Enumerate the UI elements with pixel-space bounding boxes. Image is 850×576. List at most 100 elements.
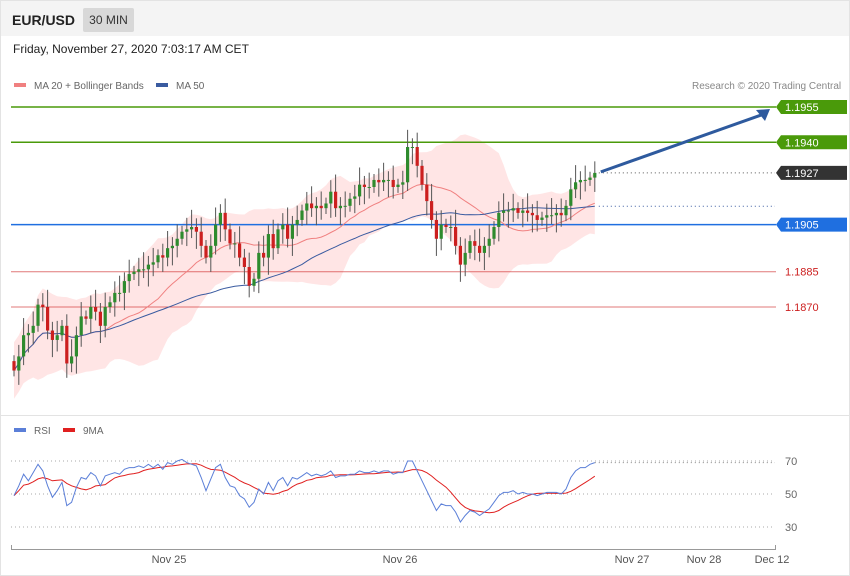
rsi-level-label-30: 30 bbox=[785, 522, 797, 534]
candle-body bbox=[233, 243, 237, 245]
candle-body bbox=[358, 184, 362, 197]
candle-body bbox=[89, 307, 93, 319]
rsi-swatch-icon bbox=[14, 428, 26, 433]
candle-body bbox=[305, 203, 309, 211]
research-credit: Research © 2020 Trading Central bbox=[692, 81, 842, 92]
candle-body bbox=[391, 179, 395, 187]
candle-body bbox=[468, 241, 472, 253]
level-label-1.1905: 1.1905 bbox=[785, 220, 819, 232]
candle-body bbox=[439, 224, 443, 239]
candle-body bbox=[31, 325, 35, 333]
candle-body bbox=[348, 198, 352, 206]
candle-body bbox=[324, 203, 328, 209]
candle-body bbox=[420, 165, 424, 185]
candle-body bbox=[401, 182, 405, 185]
candle-body bbox=[286, 224, 290, 239]
candle-body bbox=[382, 179, 386, 183]
x-tick-label: Nov 25 bbox=[152, 554, 187, 566]
candle-body bbox=[569, 189, 573, 206]
candle-body bbox=[540, 217, 544, 220]
candle-body bbox=[175, 238, 179, 246]
candle-body bbox=[463, 252, 467, 265]
legend-ma20-label: MA 20 + Bollinger Bands bbox=[34, 81, 144, 92]
candle-body bbox=[300, 210, 304, 220]
forecast-arrow-shaft bbox=[600, 112, 765, 174]
ma50-line bbox=[13, 205, 595, 371]
candle-body bbox=[353, 196, 357, 199]
x-tick-label: Dec 12 bbox=[755, 554, 790, 566]
candle-body bbox=[132, 271, 136, 275]
candle-body bbox=[170, 245, 174, 249]
candle-body bbox=[506, 210, 510, 212]
x-tick-label: Nov 26 bbox=[383, 554, 418, 566]
candle-body bbox=[554, 212, 558, 216]
candle-body bbox=[430, 201, 434, 220]
level-label-1.1870: 1.1870 bbox=[785, 302, 819, 314]
candle-body bbox=[295, 219, 299, 225]
candle-body bbox=[142, 269, 146, 271]
candle-body bbox=[113, 292, 117, 303]
candle-body bbox=[415, 147, 419, 166]
candle-body bbox=[588, 177, 592, 180]
candle-body bbox=[166, 248, 170, 258]
candle-body bbox=[578, 179, 582, 183]
legend-rsi-label: RSI bbox=[34, 426, 51, 437]
chart-header-bar: EUR/USD 30 MIN bbox=[1, 1, 849, 36]
candle-body bbox=[593, 172, 597, 178]
candle-body bbox=[406, 147, 410, 183]
candle-body bbox=[482, 245, 486, 253]
timeframe-button[interactable]: 30 MIN bbox=[83, 8, 134, 32]
candle-body bbox=[444, 224, 448, 227]
candle-body bbox=[372, 179, 376, 187]
candle-body bbox=[22, 335, 26, 357]
candle-body bbox=[122, 281, 126, 293]
candle-body bbox=[194, 227, 198, 232]
candle-body bbox=[103, 307, 107, 326]
candle-body bbox=[252, 278, 256, 286]
candle-body bbox=[281, 224, 285, 230]
candle-body bbox=[74, 335, 78, 357]
candle-body bbox=[497, 212, 501, 227]
candle-body bbox=[473, 241, 477, 246]
candle-body bbox=[314, 205, 318, 209]
candle-body bbox=[146, 264, 150, 270]
candle-body bbox=[41, 304, 45, 307]
candle-body bbox=[458, 245, 462, 265]
candle-body bbox=[98, 311, 102, 326]
rsi-level-label-70: 70 bbox=[785, 456, 797, 468]
candle-body bbox=[46, 307, 50, 331]
legend-ma50-label: MA 50 bbox=[176, 81, 205, 92]
candle-body bbox=[151, 262, 155, 265]
candle-body bbox=[214, 224, 218, 246]
level-tag-1.1955 bbox=[776, 100, 847, 114]
candle-body bbox=[204, 245, 208, 258]
candle-body bbox=[559, 212, 563, 216]
candle-body bbox=[334, 191, 338, 209]
candle-body bbox=[574, 182, 578, 190]
candle-body bbox=[329, 191, 333, 204]
candle-body bbox=[94, 307, 98, 312]
candle-body bbox=[247, 267, 251, 286]
candle-body bbox=[530, 212, 534, 216]
legend-ma20: MA 20 + Bollinger Bands bbox=[14, 81, 144, 92]
rsi-line bbox=[13, 458, 595, 523]
level-tag-1.1927 bbox=[776, 165, 847, 180]
candle-body bbox=[238, 243, 242, 258]
level-tag-1.1940 bbox=[776, 135, 847, 150]
level-tag-1.1905 bbox=[776, 217, 847, 232]
candle-body bbox=[223, 212, 227, 230]
candle-body bbox=[180, 231, 184, 239]
candle-body bbox=[127, 274, 131, 282]
candle-body bbox=[545, 215, 549, 218]
candle-body bbox=[60, 325, 64, 336]
candle-body bbox=[199, 231, 203, 246]
candle-body bbox=[535, 215, 539, 220]
candle-body bbox=[156, 255, 160, 263]
rsi-level-label-50: 50 bbox=[785, 489, 797, 501]
candle-body bbox=[367, 187, 371, 188]
candle-body bbox=[79, 316, 83, 336]
x-tick-label: Nov 27 bbox=[615, 554, 650, 566]
candle-body bbox=[487, 238, 491, 246]
level-label-1.1927: 1.1927 bbox=[785, 168, 819, 180]
